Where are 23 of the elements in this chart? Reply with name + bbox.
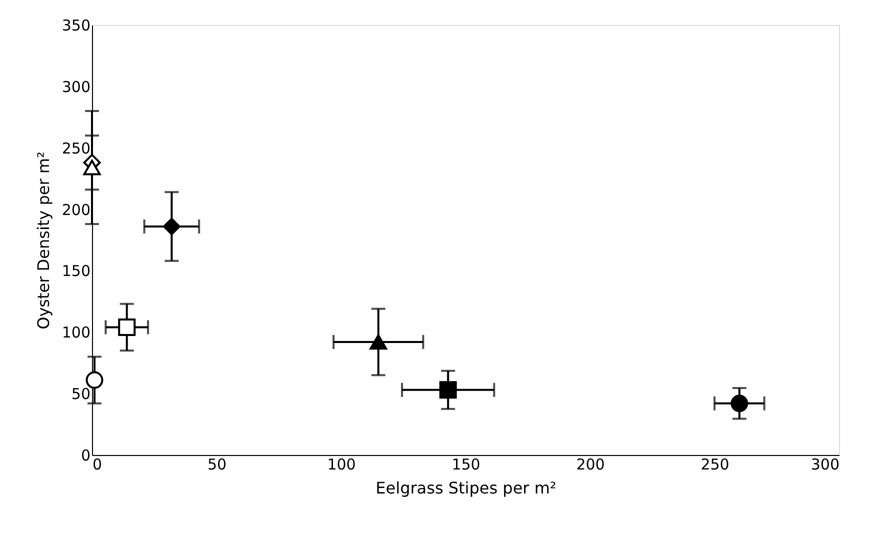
y-axis-title: Oyster Density per m² [34,152,53,330]
point [118,318,136,336]
point [162,218,180,236]
point [439,381,457,399]
x-tick-label: 300 [810,456,840,474]
y-tick-label: 200 [62,200,90,219]
point [86,371,104,389]
y-tick-label: 100 [62,324,90,342]
y-tick-label: 300 [62,78,90,96]
x-tick-label: 200 [576,456,605,474]
point [370,334,388,350]
x-tick-label: 0 [92,456,102,474]
x-tick-label: 100 [327,456,356,474]
y-tick-label: 250 [62,139,90,158]
point [83,160,101,176]
y-tick-label: 350 [62,16,90,34]
y-tick-label: 50 [71,385,90,404]
x-tick-label: 250 [700,456,730,474]
x-tick-label: 50 [207,456,227,474]
x-tick-label: 150 [452,456,480,474]
x-axis-title: Eelgrass Stipes per m² [376,478,556,498]
y-tick-label: 150 [62,262,90,280]
point [730,394,748,412]
